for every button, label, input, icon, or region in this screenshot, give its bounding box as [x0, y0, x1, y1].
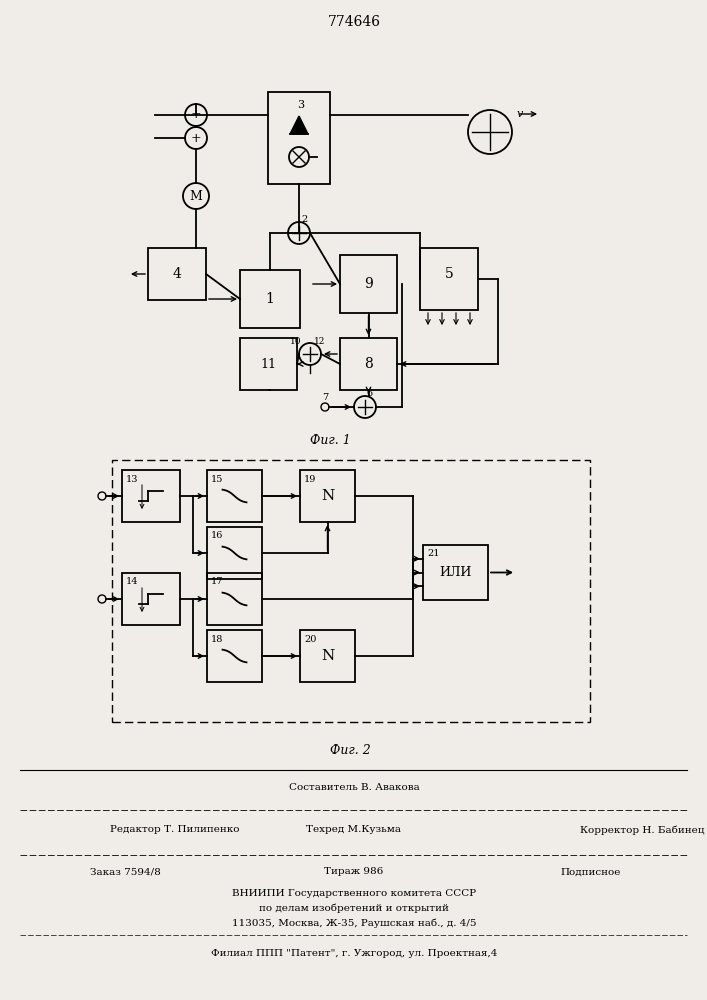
- Text: +: +: [191, 131, 201, 144]
- Bar: [207, 527, 262, 579]
- Text: Редактор Т. Пилипенко: Редактор Т. Пилипенко: [110, 826, 240, 834]
- Text: 13: 13: [126, 475, 139, 484]
- Bar: [420, 248, 478, 310]
- Bar: [207, 470, 262, 522]
- Text: 14: 14: [126, 578, 139, 586]
- Text: 11: 11: [260, 358, 276, 370]
- Text: 2: 2: [301, 216, 308, 225]
- Text: 21: 21: [427, 550, 440, 558]
- Text: 17: 17: [211, 578, 223, 586]
- Bar: [112, 460, 590, 722]
- Text: Подписное: Подписное: [560, 867, 620, 876]
- Text: M: M: [189, 190, 202, 202]
- Text: 16: 16: [211, 532, 223, 540]
- Text: Заказ 7594/8: Заказ 7594/8: [90, 867, 160, 876]
- Text: 18: 18: [211, 635, 223, 644]
- Bar: [340, 255, 397, 313]
- Bar: [148, 248, 206, 300]
- Text: Тираж 986: Тираж 986: [325, 867, 384, 876]
- Text: 5: 5: [445, 267, 453, 281]
- Text: Фиг. 2: Фиг. 2: [329, 744, 370, 756]
- Text: v: v: [517, 109, 523, 119]
- Text: +: +: [191, 108, 201, 121]
- Bar: [122, 573, 180, 625]
- Text: 774646: 774646: [327, 15, 380, 29]
- Text: 4: 4: [173, 267, 182, 281]
- Text: Техред М.Кузьма: Техред М.Кузьма: [307, 826, 402, 834]
- Text: 10: 10: [291, 336, 302, 346]
- Bar: [300, 470, 355, 522]
- Text: Составитель В. Авакова: Составитель В. Авакова: [288, 784, 419, 792]
- Text: Фиг. 1: Фиг. 1: [310, 434, 351, 446]
- Text: 15: 15: [211, 475, 223, 484]
- Text: 8: 8: [364, 357, 373, 371]
- Text: N: N: [321, 649, 334, 663]
- Text: 6: 6: [366, 389, 372, 398]
- Bar: [207, 573, 262, 625]
- Bar: [340, 338, 397, 390]
- Text: 1: 1: [266, 292, 274, 306]
- Polygon shape: [290, 116, 308, 134]
- Bar: [268, 92, 330, 184]
- Bar: [423, 545, 488, 600]
- Text: 113035, Москва, Ж-35, Раушская наб., д. 4/5: 113035, Москва, Ж-35, Раушская наб., д. …: [232, 918, 477, 928]
- Text: ВНИИПИ Государственного комитета СССР: ВНИИПИ Государственного комитета СССР: [232, 888, 476, 898]
- Text: N: N: [321, 489, 334, 503]
- Bar: [240, 270, 300, 328]
- Text: 20: 20: [304, 635, 316, 644]
- Text: Филиал ППП "Патент", г. Ужгород, ул. Проектная,4: Филиал ППП "Патент", г. Ужгород, ул. Про…: [211, 948, 497, 958]
- Text: ИЛИ: ИЛИ: [439, 566, 472, 579]
- Bar: [207, 630, 262, 682]
- Text: 12: 12: [314, 336, 325, 346]
- Text: 9: 9: [364, 277, 373, 291]
- Text: по делам изобретений и открытий: по делам изобретений и открытий: [259, 903, 449, 913]
- Text: Корректор Н. Бабинец: Корректор Н. Бабинец: [580, 825, 704, 835]
- Bar: [122, 470, 180, 522]
- Text: 3: 3: [298, 100, 305, 110]
- Bar: [300, 630, 355, 682]
- Bar: [240, 338, 297, 390]
- Text: 7: 7: [322, 392, 328, 401]
- Text: 19: 19: [304, 475, 316, 484]
